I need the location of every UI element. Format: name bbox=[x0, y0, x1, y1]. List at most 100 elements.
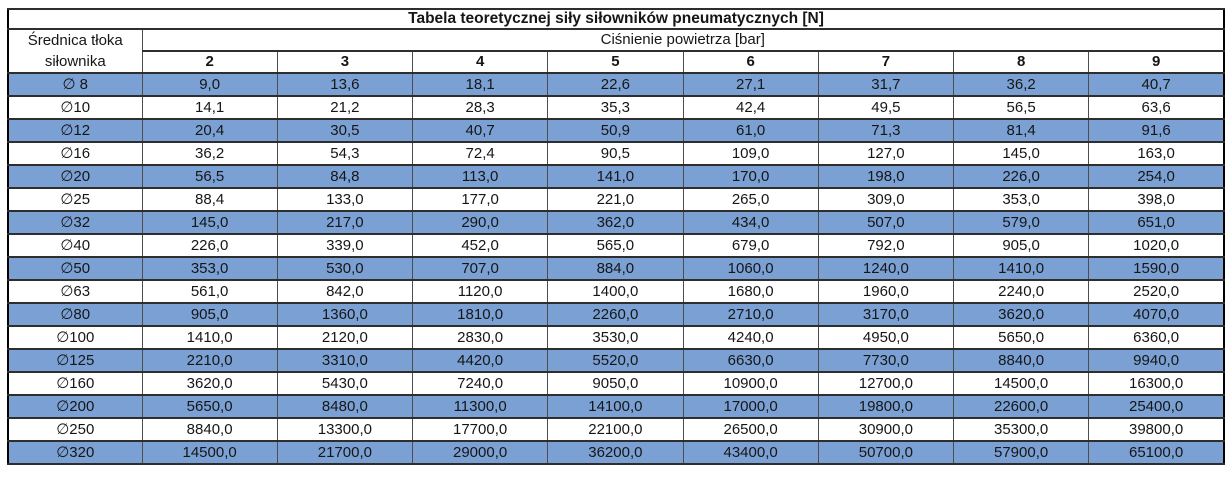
force-cell: 50700,0 bbox=[817, 440, 955, 465]
force-cell: 50,9 bbox=[547, 118, 684, 143]
force-cell: 72,4 bbox=[411, 141, 549, 166]
force-cell: 1810,0 bbox=[411, 302, 549, 327]
table-row: ∅50 353,0 530,0 707,0 884,0 1060,0 1240,0 1410,… bbox=[7, 256, 1225, 281]
force-cell: 254,0 bbox=[1088, 164, 1225, 189]
diameter-cell: ∅160 bbox=[7, 371, 143, 396]
force-cell: 90,5 bbox=[547, 141, 684, 166]
table-row: ∅12 20,4 30,5 40,7 50,9 61,0 71,3 81,4 91,6 bbox=[7, 118, 1225, 143]
force-cell: 63,6 bbox=[1088, 95, 1225, 120]
force-cell: 17000,0 bbox=[682, 394, 819, 419]
force-cell: 145,0 bbox=[141, 210, 278, 235]
force-cell: 84,8 bbox=[276, 164, 414, 189]
force-cell: 14500,0 bbox=[141, 440, 278, 465]
force-cell: 3620,0 bbox=[141, 371, 278, 396]
force-cell: 31,7 bbox=[817, 72, 955, 97]
force-cell: 16300,0 bbox=[1088, 371, 1225, 396]
force-cell: 2710,0 bbox=[682, 302, 819, 327]
force-cell: 145,0 bbox=[952, 141, 1090, 166]
force-cell: 679,0 bbox=[682, 233, 819, 258]
force-cell: 8840,0 bbox=[952, 348, 1090, 373]
force-cell: 1360,0 bbox=[276, 302, 414, 327]
table-row: ∅40 226,0 339,0 452,0 565,0 679,0 792,0 905,0 10… bbox=[7, 233, 1225, 258]
page: Tabela teoretycznej siły siłowników pneu… bbox=[7, 8, 1225, 465]
force-cell: 9940,0 bbox=[1088, 348, 1225, 373]
force-cell: 40,7 bbox=[411, 118, 549, 143]
force-cell: 35,3 bbox=[547, 95, 684, 120]
force-cell: 8480,0 bbox=[276, 394, 414, 419]
force-cell: 14,1 bbox=[141, 95, 278, 120]
force-cell: 3620,0 bbox=[952, 302, 1090, 327]
diameter-cell: ∅12 bbox=[7, 118, 143, 143]
force-cell: 353,0 bbox=[141, 256, 278, 281]
force-cell: 2210,0 bbox=[141, 348, 278, 373]
force-cell: 21700,0 bbox=[276, 440, 414, 465]
force-cell: 1060,0 bbox=[682, 256, 819, 281]
force-cell: 109,0 bbox=[682, 141, 819, 166]
force-cell: 28,3 bbox=[411, 95, 549, 120]
force-cell: 452,0 bbox=[411, 233, 549, 258]
force-cell: 565,0 bbox=[547, 233, 684, 258]
force-cell: 4950,0 bbox=[817, 325, 955, 350]
pneumatic-force-table: Tabela teoretycznej siły siłowników pneu… bbox=[7, 8, 1225, 465]
force-cell: 56,5 bbox=[141, 164, 278, 189]
force-cell: 579,0 bbox=[952, 210, 1090, 235]
force-cell: 2520,0 bbox=[1088, 279, 1225, 304]
force-cell: 12700,0 bbox=[817, 371, 955, 396]
force-cell: 29000,0 bbox=[411, 440, 549, 465]
pressure-col-header: 6 bbox=[682, 50, 819, 74]
force-cell: 40,7 bbox=[1088, 72, 1225, 97]
force-cell: 14100,0 bbox=[547, 394, 684, 419]
table-row: ∅ 8 9,0 13,6 18,1 22,6 27,1 31,7 36,2 40,7 bbox=[7, 72, 1225, 97]
diameter-cell: ∅32 bbox=[7, 210, 143, 235]
force-cell: 54,3 bbox=[276, 141, 414, 166]
force-cell: 13,6 bbox=[276, 72, 414, 97]
force-cell: 707,0 bbox=[411, 256, 549, 281]
pressure-col-header: 7 bbox=[817, 50, 955, 74]
force-cell: 7730,0 bbox=[817, 348, 955, 373]
force-cell: 141,0 bbox=[547, 164, 684, 189]
table-row: ∅200 5650,0 8480,0 11300,0 14100,0 17000,0 198… bbox=[7, 394, 1225, 419]
force-cell: 25400,0 bbox=[1088, 394, 1225, 419]
diameter-cell: ∅25 bbox=[7, 187, 143, 212]
table-row: ∅20 56,5 84,8 113,0 141,0 170,0 198,0 226,0 254,… bbox=[7, 164, 1225, 189]
diameter-cell: ∅320 bbox=[7, 440, 143, 465]
force-cell: 36200,0 bbox=[547, 440, 684, 465]
force-cell: 905,0 bbox=[952, 233, 1090, 258]
force-cell: 13300,0 bbox=[276, 417, 414, 442]
force-cell: 1960,0 bbox=[817, 279, 955, 304]
force-cell: 65100,0 bbox=[1088, 440, 1225, 465]
force-cell: 2240,0 bbox=[952, 279, 1090, 304]
diameter-cell: ∅125 bbox=[7, 348, 143, 373]
force-cell: 530,0 bbox=[276, 256, 414, 281]
force-cell: 226,0 bbox=[141, 233, 278, 258]
diameter-cell: ∅63 bbox=[7, 279, 143, 304]
force-cell: 1400,0 bbox=[547, 279, 684, 304]
force-cell: 1410,0 bbox=[952, 256, 1090, 281]
force-cell: 265,0 bbox=[682, 187, 819, 212]
diameter-cell: ∅20 bbox=[7, 164, 143, 189]
force-cell: 35300,0 bbox=[952, 417, 1090, 442]
force-cell: 36,2 bbox=[141, 141, 278, 166]
force-cell: 3170,0 bbox=[817, 302, 955, 327]
force-cell: 133,0 bbox=[276, 187, 414, 212]
force-cell: 91,6 bbox=[1088, 118, 1225, 143]
force-cell: 61,0 bbox=[682, 118, 819, 143]
table-row: ∅80 905,0 1360,0 1810,0 2260,0 2710,0 3170,0 36… bbox=[7, 302, 1225, 327]
diameter-cell: ∅250 bbox=[7, 417, 143, 442]
table-body: ∅ 8 9,0 13,6 18,1 22,6 27,1 31,7 36,2 40,7 ∅10 14,… bbox=[7, 72, 1225, 465]
diameter-cell: ∅ 8 bbox=[7, 72, 143, 97]
force-cell: 20,4 bbox=[141, 118, 278, 143]
diameter-column-header: Średnica tłoka siłownika bbox=[7, 28, 143, 74]
pressure-col-header: 3 bbox=[276, 50, 414, 74]
diameter-cell: ∅200 bbox=[7, 394, 143, 419]
table-row: ∅16 36,2 54,3 72,4 90,5 109,0 127,0 145,0 163,0 bbox=[7, 141, 1225, 166]
title-row: Tabela teoretycznej siły siłowników pneu… bbox=[7, 8, 1225, 30]
force-cell: 221,0 bbox=[547, 187, 684, 212]
force-cell: 4420,0 bbox=[411, 348, 549, 373]
force-cell: 1590,0 bbox=[1088, 256, 1225, 281]
force-cell: 3530,0 bbox=[547, 325, 684, 350]
force-cell: 217,0 bbox=[276, 210, 414, 235]
force-cell: 1240,0 bbox=[817, 256, 955, 281]
diameter-header-line2: siłownika bbox=[44, 53, 106, 70]
